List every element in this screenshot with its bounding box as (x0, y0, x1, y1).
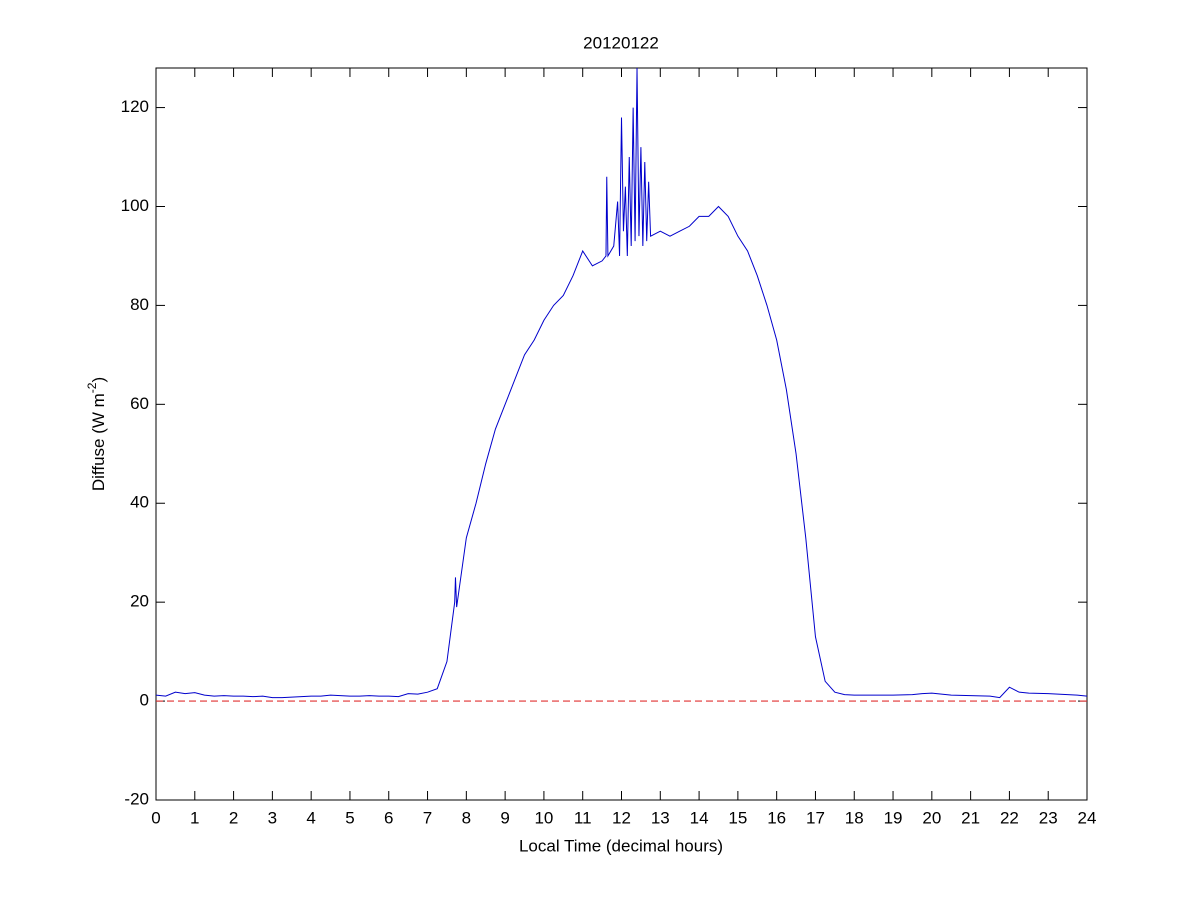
x-tick-label: 17 (806, 808, 825, 827)
x-tick-label: 1 (190, 808, 199, 827)
plot-area (155, 67, 1088, 801)
x-tick-label: 10 (534, 808, 553, 827)
x-tick-label: 12 (612, 808, 631, 827)
x-tick-label: 11 (574, 808, 592, 827)
y-tick-label: 20 (130, 592, 149, 611)
y-axis-label: Diffuse (W m-2) (85, 377, 108, 491)
x-tick-label: 19 (884, 808, 903, 827)
x-tick-label: 24 (1078, 808, 1097, 827)
data-line (155, 67, 1088, 699)
x-tick-label: 22 (1000, 808, 1019, 827)
x-tick-label: 7 (423, 808, 432, 827)
y-label-exponent: -2 (85, 382, 99, 393)
x-tick-label: 3 (268, 808, 277, 827)
y-tick-label: 80 (130, 295, 149, 314)
x-tick-label: 9 (500, 808, 509, 827)
y-tick-label: 120 (121, 97, 149, 116)
x-tick-label: 0 (151, 808, 160, 827)
y-tick-label: 60 (130, 394, 149, 413)
y-label-text: Diffuse (W m (89, 393, 108, 491)
x-tick-label: 13 (651, 808, 670, 827)
x-tick-label: 14 (690, 808, 709, 827)
y-tick-label: -20 (124, 789, 149, 808)
x-tick-label: 5 (345, 808, 354, 827)
x-tick-label: 15 (728, 808, 747, 827)
y-tick-label: 0 (140, 691, 149, 710)
y-label-suffix: ) (89, 377, 108, 383)
x-axis-label: Local Time (decimal hours) (519, 836, 723, 855)
y-tick-label: 40 (130, 493, 149, 512)
x-tick-label: 21 (961, 808, 980, 827)
x-tick-label: 4 (306, 808, 315, 827)
x-tick-label: 16 (767, 808, 786, 827)
x-tick-label: 2 (229, 808, 238, 827)
x-tick-label: 23 (1039, 808, 1058, 827)
x-tick-label: 20 (922, 808, 941, 827)
y-tick-label: 100 (121, 196, 149, 215)
x-tick-label: 18 (845, 808, 864, 827)
x-tick-label: 8 (462, 808, 471, 827)
x-tick-label: 6 (384, 808, 393, 827)
chart-title: 20120122 (583, 33, 659, 52)
